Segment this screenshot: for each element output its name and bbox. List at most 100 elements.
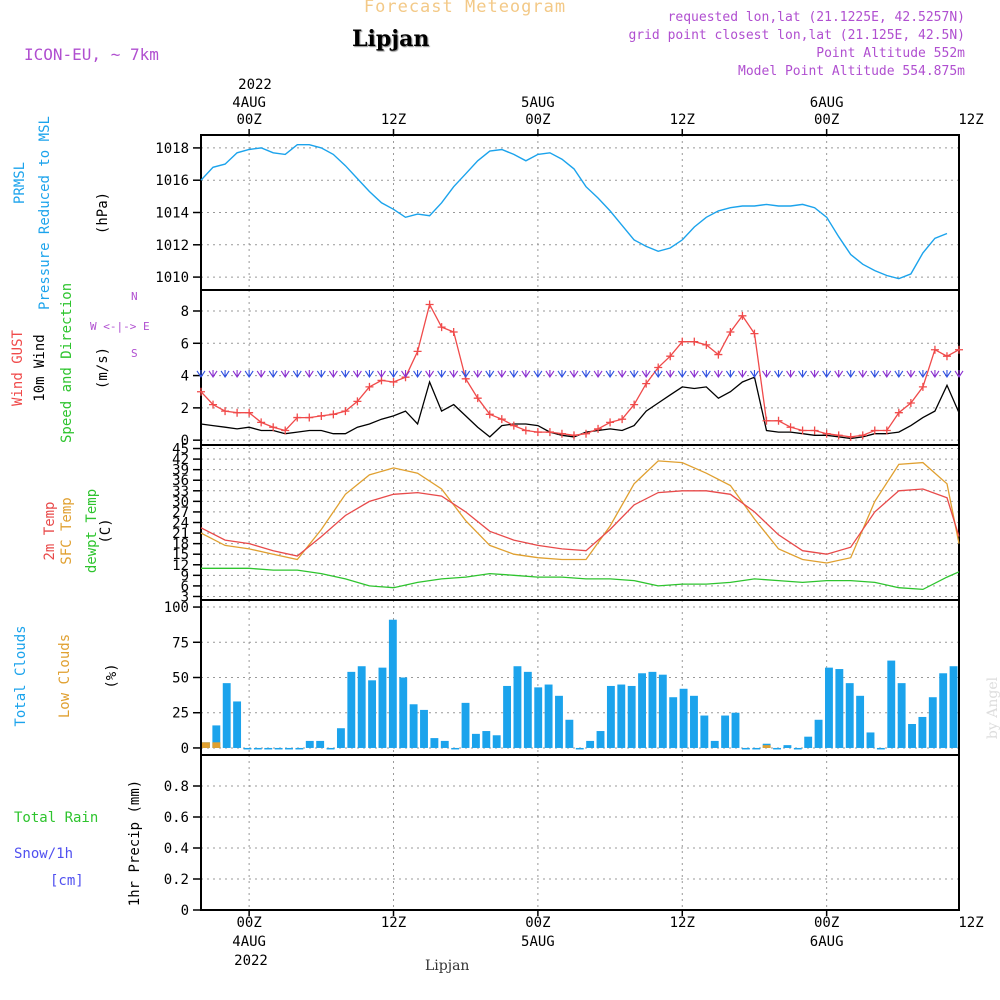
y-tick-label: 36 [172,473,189,489]
x-tick-label: 12Z [669,112,695,128]
gust-marker [473,394,482,403]
clouds-unit: (%) [104,663,120,689]
wind-direction-arrow [509,369,519,378]
compass-south: S [131,347,138,360]
wind-direction-arrow [340,369,350,378]
total-cloud-bar [949,666,958,748]
wind-direction-arrow [268,369,278,378]
gust-marker [377,376,386,385]
wind-direction-arrow [701,369,711,378]
gust-marker [437,323,446,332]
y-tick-label: 50 [172,671,189,687]
total-cloud-bar [783,745,792,748]
gust-marker [918,382,927,391]
gust-marker [870,426,879,435]
x-tick-label: 00Z [525,112,551,128]
y-tick-label: 21 [172,526,189,542]
wind-direction-arrow [822,369,832,378]
gust-marker [786,423,795,432]
gust-marker [353,397,362,406]
gust-marker [955,345,963,354]
gust-marker [233,408,242,417]
gust-marker [618,415,627,424]
wind-direction-arrow [593,369,603,378]
gust-marker [305,413,314,422]
gust-marker [317,411,326,420]
gust-marker [666,352,675,361]
total-cloud-bar [274,747,283,750]
total-cloud-bar [741,747,750,750]
wind-direction-arrow [497,369,507,378]
gust-marker [329,410,338,419]
gust-marker [738,311,747,320]
wind-gust-label: Wind GUST [10,330,26,406]
total-cloud-bar [513,666,522,748]
wind-direction-arrow [389,369,398,378]
wind-direction-arrow [316,369,326,378]
gust-marker [269,423,278,432]
wind-direction-arrow [437,369,447,378]
gust-marker [894,408,903,417]
y-tick-label: 1016 [155,173,189,189]
gust-marker [389,378,398,387]
total-cloud-bar [835,669,844,748]
wind-direction-arrow [449,369,459,378]
gust-marker [209,400,218,409]
y-tick-label: 45 [172,442,189,458]
y-tick-label: 9 [181,568,189,584]
wind-direction-arrow [533,369,543,378]
wind-direction-arrow [545,369,555,378]
snow-unit-label: [cm] [50,873,84,889]
gust-marker [726,327,735,336]
total-cloud-bar [731,712,740,748]
gust-marker [281,426,290,435]
prmsl-long-label: Pressure Reduced to MSL [37,116,53,310]
total-cloud-bar [336,728,345,748]
gust-marker [606,418,615,427]
total-cloud-bar [399,677,408,748]
sfc-temp-line [200,460,960,564]
gust-marker [533,428,542,437]
model-point-altitude: Model Point Altitude 554.875m [738,64,965,79]
total-cloud-bar [928,697,937,748]
wind-direction-arrow [846,369,856,378]
panel-frame [200,444,960,601]
top-axis-year: 2022 [238,77,272,93]
wind-direction-arrow [280,369,290,378]
gust-marker [569,431,578,440]
gust-marker [750,329,759,338]
total-cloud-bar [939,673,948,748]
gust-marker [401,373,410,382]
wind-direction-arrow [942,369,952,378]
y-tick-label: 0.4 [164,841,189,857]
wind-direction-arrow [786,369,796,378]
gust-marker [545,428,554,437]
y-tick-label: 18 [172,537,189,553]
gust-marker [582,429,591,438]
bottom-axis-year: 2022 [234,953,268,969]
total-cloud-bar [461,702,470,748]
wind-direction-arrow [918,369,928,378]
y-tick-label: 0.6 [164,810,189,826]
x-tick-label: 00Z [525,915,551,931]
wind-direction-arrow [377,369,386,378]
gust-marker [930,345,939,354]
y-tick-label: 100 [164,600,189,616]
total-cloud-bar [866,732,875,748]
wind-direction-arrow [894,369,904,378]
total-cloud-bar [316,740,325,748]
wind-direction-arrow [425,369,435,378]
total-cloud-bar [492,735,501,748]
total-cloud-bar [471,733,480,748]
wind-direction-arrow [750,369,759,378]
wind-direction-arrow [810,369,820,378]
total-cloud-bar [285,747,293,750]
total-clouds-label: Total Clouds [13,625,29,727]
gust-marker [521,426,530,435]
wind-direction-arrow [665,369,675,378]
y-tick-label: 27 [172,505,189,521]
gust-marker [341,407,350,416]
wind-direction-arrow [208,369,218,378]
temp-2m-label: 2m Temp [42,501,58,561]
wind-direction-arrow [930,369,940,378]
